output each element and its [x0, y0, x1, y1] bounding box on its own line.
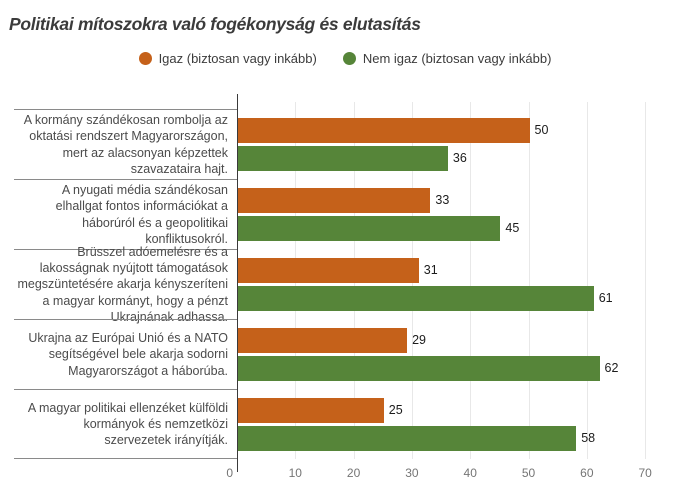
bar-line: 33	[238, 187, 687, 213]
bar-line: 58	[238, 425, 687, 451]
x-tick-label: 70	[638, 466, 652, 480]
category-row: A nyugati média szándékosan elhallgat fo…	[0, 179, 690, 249]
bar-igaz	[238, 117, 530, 143]
bar-igaz	[238, 397, 384, 423]
category-bars: 25 58	[238, 389, 687, 459]
gridline	[586, 102, 588, 459]
x-tick-label: 30	[405, 466, 419, 480]
legend-label-nem-igaz: Nem igaz (biztosan vagy inkább)	[362, 50, 552, 66]
category-row: Brüsszel adóemelésre és a lakosságnak ny…	[0, 245, 690, 324]
bar-value-label: 62	[604, 361, 619, 375]
bar-line: 25	[238, 397, 687, 423]
chart-legend: Igaz (biztosan vagy inkább) Nem igaz (bi…	[0, 49, 690, 67]
plot-rows: A kormány szándékosan rombolja az oktatá…	[0, 109, 690, 459]
bar-value-label: 25	[388, 403, 403, 417]
bar-line: 50	[238, 117, 687, 143]
bar-value-label: 31	[423, 263, 438, 277]
category-row: A kormány szándékosan rombolja az oktatá…	[0, 109, 690, 179]
category-label: Ukrajna az Európai Unió és a NATO segíts…	[14, 319, 237, 389]
gridline	[645, 102, 647, 459]
y-axis-line	[237, 94, 238, 472]
x-tick-label: 20	[346, 466, 361, 480]
bar-line: 31	[238, 257, 687, 283]
bar-value-label: 58	[581, 431, 596, 445]
gridline	[528, 102, 530, 459]
bar-value-label: 33	[435, 193, 450, 207]
bar-line: 61	[238, 285, 687, 311]
bar-nem-igaz	[238, 425, 577, 451]
bar-nem-igaz	[238, 215, 501, 241]
bar-line: 36	[238, 145, 687, 171]
bar-line: 29	[238, 327, 687, 353]
category-bars: 50 36	[238, 109, 687, 179]
legend-item-igaz: Igaz (biztosan vagy inkább)	[138, 50, 317, 66]
bar-chart: A kormány szándékosan rombolja az oktatá…	[0, 94, 690, 503]
category-bars: 33 45	[238, 179, 687, 249]
x-tick-label: 40	[463, 466, 477, 480]
bar-value-label: 36	[452, 151, 467, 165]
bar-igaz	[238, 327, 408, 353]
legend-item-nem-igaz: Nem igaz (biztosan vagy inkább)	[342, 50, 552, 66]
legend-label-igaz: Igaz (biztosan vagy inkább)	[158, 50, 317, 66]
x-tick-label: 10	[288, 466, 302, 480]
category-label: A magyar politikai ellenzéket külföldi k…	[14, 389, 237, 459]
bar-igaz	[238, 187, 431, 213]
bar-line: 62	[238, 355, 687, 381]
bar-value-label: 61	[598, 291, 613, 305]
x-tick-label: 50	[521, 466, 536, 480]
gridline	[470, 102, 472, 459]
legend-dot-igaz-icon	[138, 51, 152, 65]
bar-value-label: 29	[412, 333, 426, 347]
category-row: A magyar politikai ellenzéket külföldi k…	[0, 389, 690, 459]
category-bars: 31 61	[238, 249, 687, 319]
x-tick-label: 0	[226, 466, 233, 480]
bar-nem-igaz	[238, 355, 600, 381]
bar-nem-igaz	[238, 285, 594, 311]
bar-line: 45	[238, 215, 687, 241]
bar-value-label: 45	[505, 221, 520, 235]
bar-igaz	[238, 257, 419, 283]
category-label: A kormány szándékosan rombolja az oktatá…	[14, 109, 237, 179]
bar-value-label: 50	[534, 123, 549, 137]
category-label: Brüsszel adóemelésre és a lakosságnak ny…	[14, 245, 237, 324]
category-row: Ukrajna az Európai Unió és a NATO segíts…	[0, 319, 690, 389]
page-title: Politikai mítoszokra való fogékonyság és…	[9, 14, 421, 34]
x-tick-label: 60	[580, 466, 594, 480]
category-label: A nyugati média szándékosan elhallgat fo…	[14, 179, 237, 249]
bar-nem-igaz	[238, 145, 448, 171]
x-axis-ticks: 0 10 20 30 40 50 60 70	[226, 466, 686, 482]
legend-dot-nem-igaz-icon	[342, 51, 356, 65]
category-bars: 29 62	[238, 319, 687, 389]
